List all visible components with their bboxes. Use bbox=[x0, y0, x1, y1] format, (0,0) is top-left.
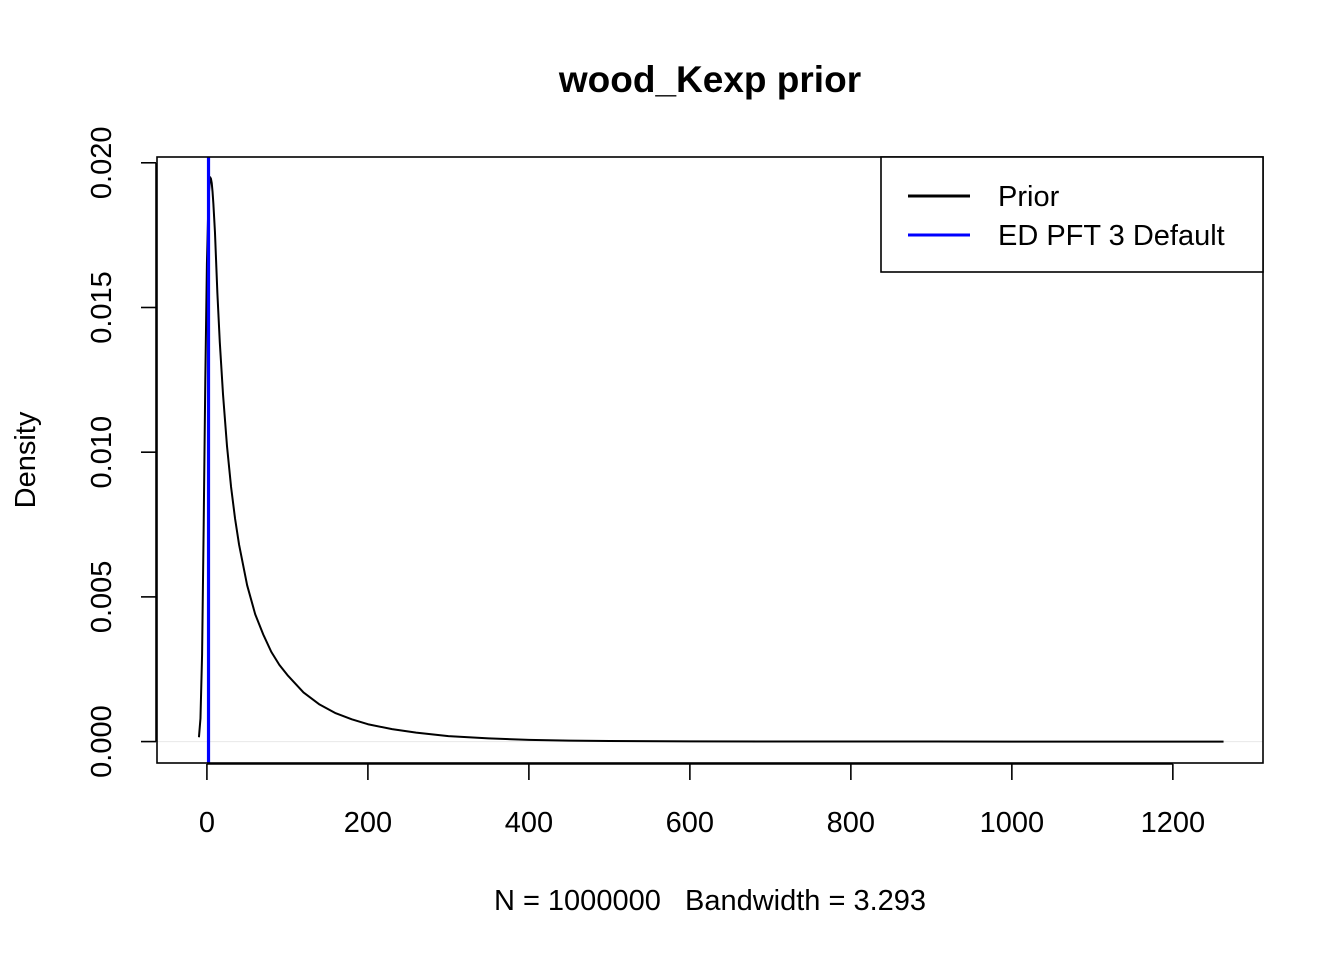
x-tick-label: 600 bbox=[666, 807, 714, 839]
legend-label-prior: Prior bbox=[998, 181, 1060, 213]
y-tick-label: 0.020 bbox=[86, 126, 118, 199]
x-axis: 0 200 400 600 800 1000 1200 bbox=[199, 763, 1206, 839]
x-tick-label: 800 bbox=[827, 807, 875, 839]
x-tick-label: 200 bbox=[344, 807, 392, 839]
x-tick-label: 1000 bbox=[980, 807, 1045, 839]
x-tick-label: 400 bbox=[505, 807, 553, 839]
y-axis: 0.000 0.005 0.010 0.015 0.020 bbox=[86, 126, 157, 778]
x-tick-label: 1200 bbox=[1141, 807, 1206, 839]
y-tick-label: 0.000 bbox=[86, 705, 118, 778]
y-tick-label: 0.005 bbox=[86, 561, 118, 634]
x-axis-label: N = 1000000 Bandwidth = 3.293 bbox=[494, 885, 926, 917]
y-tick-label: 0.015 bbox=[86, 271, 118, 344]
plot-frame bbox=[156, 156, 1264, 764]
legend-label-default: ED PFT 3 Default bbox=[998, 220, 1225, 252]
chart-title: wood_Kexp prior bbox=[558, 59, 861, 100]
legend: Prior ED PFT 3 Default bbox=[880, 156, 1264, 273]
x-tick-label: 0 bbox=[199, 807, 215, 839]
y-tick-label: 0.010 bbox=[86, 416, 118, 489]
series-line-prior bbox=[197, 176, 1224, 743]
legend-box bbox=[880, 156, 1264, 273]
plot-area bbox=[157, 157, 1263, 763]
y-axis-label: Density bbox=[10, 411, 42, 508]
